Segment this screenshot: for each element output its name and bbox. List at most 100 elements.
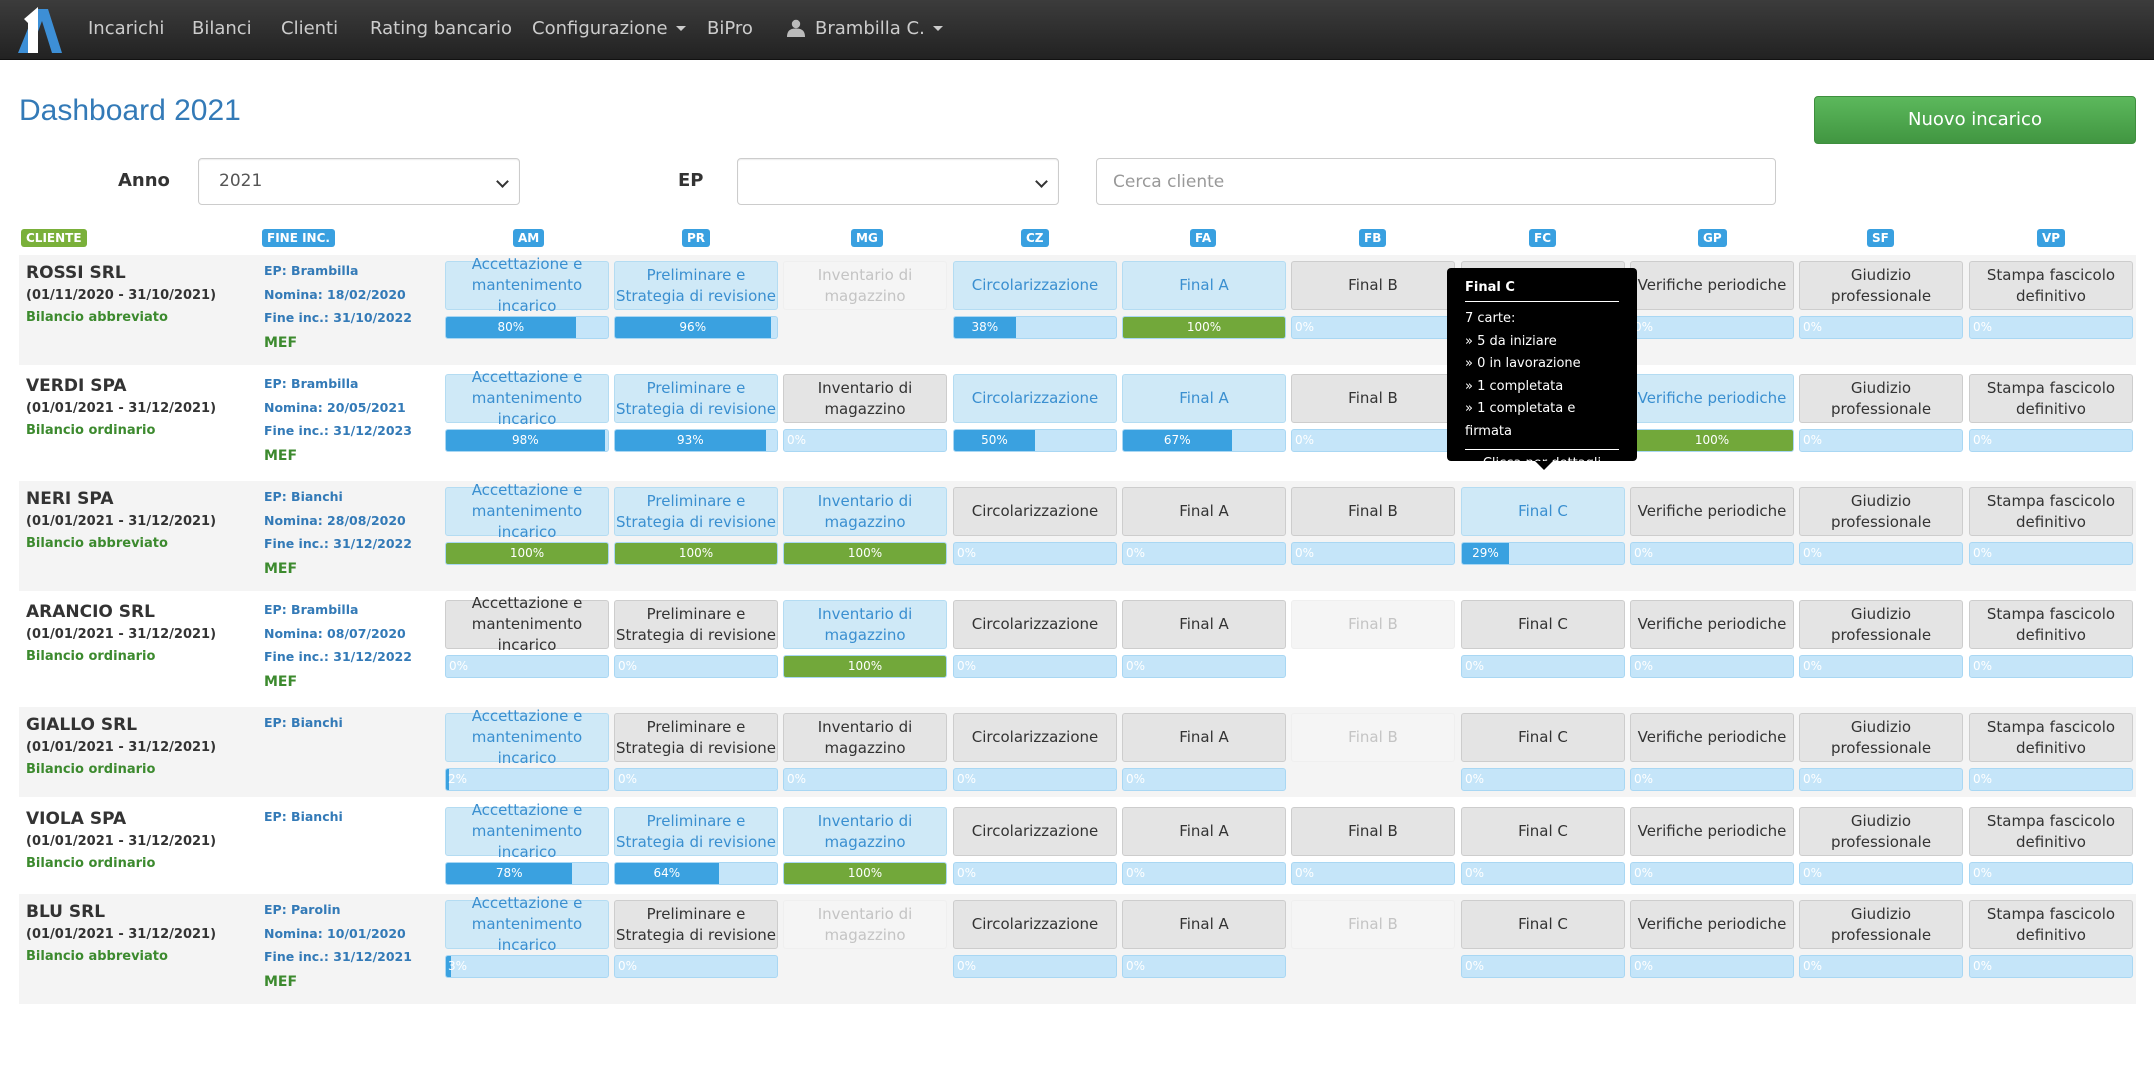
phase-fa-button[interactable]: Final A bbox=[1122, 600, 1286, 649]
phase-am-button[interactable]: Accettazione e mantenimento incarico bbox=[445, 707, 609, 767]
progress-bar[interactable]: 0% bbox=[614, 655, 778, 678]
phase-gp-button[interactable]: Verifiche periodiche bbox=[1630, 713, 1794, 762]
phase-fa-button[interactable]: Final A bbox=[1122, 900, 1286, 949]
ep-select[interactable] bbox=[737, 158, 1059, 205]
client-name[interactable]: BLU SRL bbox=[26, 902, 106, 922]
client-search-input[interactable] bbox=[1096, 158, 1776, 205]
phase-vp-button[interactable]: Stampa fascicolo definitivo bbox=[1969, 374, 2133, 423]
phase-fa-button[interactable]: Final A bbox=[1122, 713, 1286, 762]
progress-bar[interactable]: 0% bbox=[1969, 316, 2133, 339]
phase-cz-button[interactable]: Circolarizzazione bbox=[953, 600, 1117, 649]
phase-am-button[interactable]: Accettazione e mantenimento incarico bbox=[445, 368, 609, 428]
progress-bar[interactable]: 80% bbox=[445, 316, 609, 339]
new-assignment-button[interactable]: Nuovo incarico bbox=[1814, 96, 2136, 144]
phase-gp-button[interactable]: Verifiche periodiche bbox=[1630, 807, 1794, 856]
phase-vp-button[interactable]: Stampa fascicolo definitivo bbox=[1969, 900, 2133, 949]
col-fine-incarico[interactable]: FINE INC. bbox=[262, 229, 335, 247]
progress-bar[interactable]: 0% bbox=[1630, 542, 1794, 565]
progress-bar[interactable]: 0% bbox=[1122, 955, 1286, 978]
col-cliente[interactable]: CLIENTE bbox=[21, 229, 87, 247]
progress-bar[interactable]: 0% bbox=[953, 542, 1117, 565]
phase-vp-button[interactable]: Stampa fascicolo definitivo bbox=[1969, 487, 2133, 536]
phase-mg-button[interactable]: Inventario di magazzino bbox=[783, 807, 947, 856]
phase-fc-button[interactable]: Final C bbox=[1461, 713, 1625, 762]
phase-vp-button[interactable]: Stampa fascicolo definitivo bbox=[1969, 600, 2133, 649]
progress-bar[interactable]: 0% bbox=[1969, 768, 2133, 791]
phase-sf-button[interactable]: Giudizio professionale bbox=[1799, 374, 1963, 423]
phase-mg-button[interactable]: Inventario di magazzino bbox=[783, 487, 947, 536]
phase-vp-button[interactable]: Stampa fascicolo definitivo bbox=[1969, 261, 2133, 310]
phase-cz-button[interactable]: Circolarizzazione bbox=[953, 487, 1117, 536]
phase-am-button[interactable]: Accettazione e mantenimento incarico bbox=[445, 594, 609, 654]
progress-bar[interactable]: 0% bbox=[1630, 655, 1794, 678]
phase-cz-button[interactable]: Circolarizzazione bbox=[953, 900, 1117, 949]
phase-mg-button[interactable]: Inventario di magazzino bbox=[783, 600, 947, 649]
progress-bar[interactable]: 3% bbox=[445, 955, 609, 978]
phase-pr-button[interactable]: Preliminare e Strategia di revisione bbox=[614, 807, 778, 856]
phase-am-button[interactable]: Accettazione e mantenimento incarico bbox=[445, 255, 609, 315]
phase-fb-button[interactable]: Final B bbox=[1291, 807, 1455, 856]
progress-bar[interactable]: 0% bbox=[953, 768, 1117, 791]
phase-fc-button[interactable]: Final C bbox=[1461, 487, 1625, 536]
phase-fc-button[interactable]: Final C bbox=[1461, 600, 1625, 649]
progress-bar[interactable]: 100% bbox=[445, 542, 609, 565]
progress-bar[interactable]: 78% bbox=[445, 862, 609, 885]
progress-bar[interactable]: 67% bbox=[1122, 429, 1286, 452]
phase-cz-button[interactable]: Circolarizzazione bbox=[953, 807, 1117, 856]
progress-bar[interactable]: 0% bbox=[1799, 955, 1963, 978]
phase-gp-button[interactable]: Verifiche periodiche bbox=[1630, 261, 1794, 310]
progress-bar[interactable]: 2% bbox=[445, 768, 609, 791]
progress-bar[interactable]: 100% bbox=[783, 542, 947, 565]
phase-pr-button[interactable]: Preliminare e Strategia di revisione bbox=[614, 900, 778, 949]
phase-sf-button[interactable]: Giudizio professionale bbox=[1799, 713, 1963, 762]
progress-bar[interactable]: 0% bbox=[1630, 862, 1794, 885]
phase-cz-button[interactable]: Circolarizzazione bbox=[953, 374, 1117, 423]
progress-bar[interactable]: 0% bbox=[1969, 955, 2133, 978]
col-fa[interactable]: FA bbox=[1190, 229, 1217, 247]
phase-fb-button[interactable]: Final B bbox=[1291, 487, 1455, 536]
tooltip-details-link[interactable]: Clicca per dettagli bbox=[1465, 449, 1619, 471]
progress-bar[interactable]: 29% bbox=[1461, 542, 1625, 565]
phase-fc-button[interactable]: Final C bbox=[1461, 900, 1625, 949]
progress-bar[interactable]: 0% bbox=[1630, 768, 1794, 791]
progress-bar[interactable]: 0% bbox=[953, 655, 1117, 678]
progress-bar[interactable]: 0% bbox=[1969, 542, 2133, 565]
progress-bar[interactable]: 0% bbox=[1799, 655, 1963, 678]
progress-bar[interactable]: 0% bbox=[1122, 768, 1286, 791]
nav-rating-bancario[interactable]: Rating bancario bbox=[370, 18, 512, 39]
progress-bar[interactable]: 0% bbox=[953, 862, 1117, 885]
phase-pr-button[interactable]: Preliminare e Strategia di revisione bbox=[614, 374, 778, 423]
phase-pr-button[interactable]: Preliminare e Strategia di revisione bbox=[614, 261, 778, 310]
nav-configurazione[interactable]: Configurazione bbox=[532, 0, 686, 60]
col-sf[interactable]: SF bbox=[1867, 229, 1894, 247]
col-am[interactable]: AM bbox=[513, 229, 545, 247]
progress-bar[interactable]: 0% bbox=[1799, 862, 1963, 885]
client-name[interactable]: NERI SPA bbox=[26, 489, 114, 509]
col-gp[interactable]: GP bbox=[1698, 229, 1727, 247]
phase-gp-button[interactable]: Verifiche periodiche bbox=[1630, 900, 1794, 949]
phase-fb-button[interactable]: Final B bbox=[1291, 261, 1455, 310]
phase-fb-button[interactable]: Final B bbox=[1291, 374, 1455, 423]
phase-sf-button[interactable]: Giudizio professionale bbox=[1799, 900, 1963, 949]
col-cz[interactable]: CZ bbox=[1021, 229, 1049, 247]
phase-mg-button[interactable]: Inventario di magazzino bbox=[783, 713, 947, 762]
progress-bar[interactable]: 0% bbox=[1122, 655, 1286, 678]
progress-bar[interactable]: 98% bbox=[445, 429, 609, 452]
phase-sf-button[interactable]: Giudizio professionale bbox=[1799, 487, 1963, 536]
progress-bar[interactable]: 0% bbox=[1122, 542, 1286, 565]
phase-sf-button[interactable]: Giudizio professionale bbox=[1799, 261, 1963, 310]
phase-vp-button[interactable]: Stampa fascicolo definitivo bbox=[1969, 713, 2133, 762]
phase-fa-button[interactable]: Final A bbox=[1122, 261, 1286, 310]
nav-incarichi[interactable]: Incarichi bbox=[88, 18, 165, 39]
phase-gp-button[interactable]: Verifiche periodiche bbox=[1630, 487, 1794, 536]
progress-bar[interactable]: 100% bbox=[1122, 316, 1286, 339]
progress-bar[interactable]: 0% bbox=[614, 768, 778, 791]
progress-bar[interactable]: 0% bbox=[783, 768, 947, 791]
progress-bar[interactable]: 0% bbox=[1291, 429, 1455, 452]
progress-bar[interactable]: 0% bbox=[1969, 429, 2133, 452]
progress-bar[interactable]: 0% bbox=[445, 655, 609, 678]
client-name[interactable]: ROSSI SRL bbox=[26, 263, 126, 283]
progress-bar[interactable]: 0% bbox=[614, 955, 778, 978]
phase-fa-button[interactable]: Final A bbox=[1122, 807, 1286, 856]
phase-pr-button[interactable]: Preliminare e Strategia di revisione bbox=[614, 713, 778, 762]
